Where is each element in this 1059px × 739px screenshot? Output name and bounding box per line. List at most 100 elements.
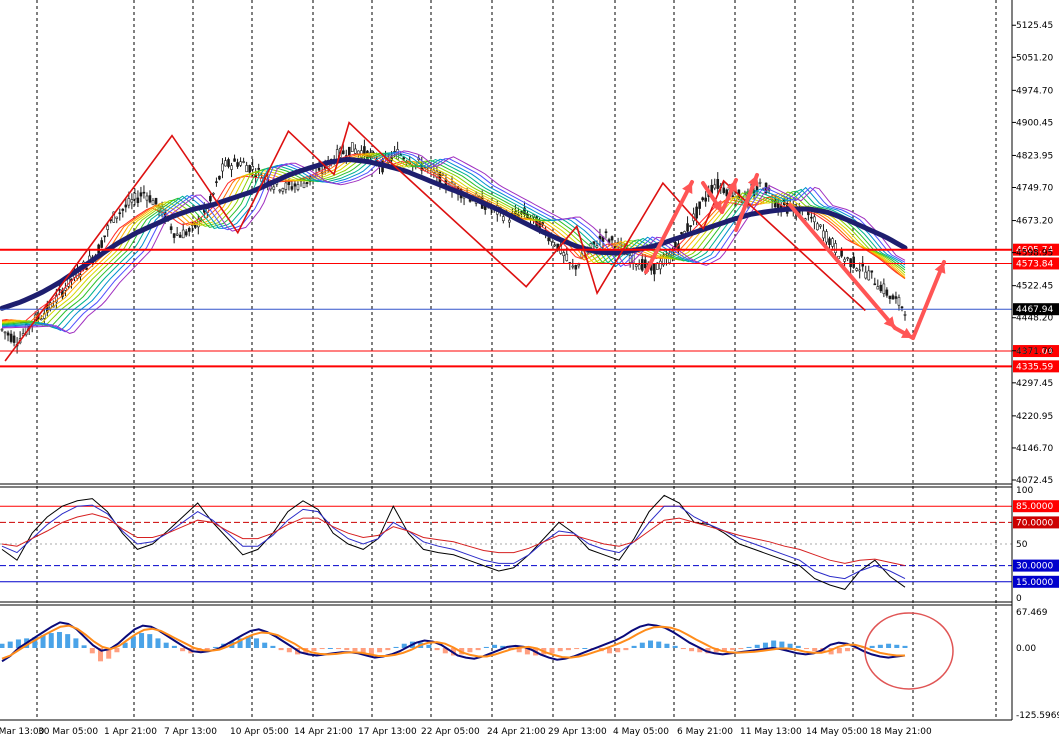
candle-body [659, 260, 662, 270]
candle-body [278, 189, 282, 192]
macd-line [1, 621, 906, 663]
macd-histogram-bar [615, 647, 621, 653]
candle-body [882, 283, 886, 294]
macd-histogram-bar [516, 647, 522, 653]
candle-body [12, 335, 16, 343]
candle-body [553, 244, 556, 247]
candle-body [287, 181, 291, 185]
candle-body [725, 189, 729, 197]
time-tick-label: 14 May 05:00 [806, 727, 868, 737]
time-tick-label: 10 Apr 05:00 [230, 727, 289, 737]
forecast-arrow-shaft [644, 180, 694, 274]
osc-series-line [1, 504, 906, 580]
macd-histogram-bar [845, 647, 851, 652]
oscillator-panel[interactable]: 100 50 0 85.0000 70.0000 30.0000 15.0000 [0, 486, 1059, 604]
forecast-arrow-head [883, 316, 895, 328]
candle-body [637, 264, 641, 270]
price-tick-label: 4220.95 [1016, 412, 1053, 422]
candle-body [562, 252, 566, 257]
macd-histogram-bar [89, 647, 95, 654]
candle-body [115, 216, 119, 219]
price-tick-label: 4749.70 [1016, 184, 1053, 194]
candle-body [885, 289, 889, 296]
macd-histogram-bar [779, 641, 785, 648]
forecast-arrow-head [747, 175, 759, 187]
macd-histogram-bar [262, 642, 268, 648]
candle-body [508, 219, 511, 223]
candle-body [873, 283, 877, 286]
candle-body [502, 216, 505, 222]
macd-histogram-bar [327, 647, 333, 649]
macd-histogram-bar [368, 647, 374, 655]
macd-histogram-bar [0, 643, 5, 648]
macd-histogram-bar [245, 636, 251, 648]
candle-body [251, 166, 254, 170]
candle-body [816, 223, 819, 231]
price-tick-label: 4072.45 [1016, 476, 1053, 486]
candle-body [317, 167, 321, 171]
macd-histogram-bar [606, 647, 612, 654]
candle-body [209, 196, 212, 202]
price-tick-label: 4448.20 [1016, 314, 1053, 324]
macd-histogram-bar [738, 647, 744, 650]
macd-histogram-bar [65, 634, 71, 648]
ribbon-line [1, 150, 906, 334]
macd-histogram-bar [139, 633, 145, 648]
candle-body [118, 212, 122, 215]
candle-body [175, 233, 179, 236]
macd-histogram-bar [500, 645, 506, 648]
candle-body [828, 238, 831, 245]
time-tick-label: 7 Apr 13:00 [164, 727, 217, 737]
macd-histogram-bar [385, 647, 391, 651]
candle-body [876, 286, 880, 290]
candle-body [571, 265, 575, 268]
candle-body [257, 167, 261, 170]
osc-level-tag [1013, 500, 1059, 513]
level-tag [1013, 257, 1059, 270]
macd-histogram-bar [98, 647, 104, 662]
support-resistance-levels[interactable]: 4605.74 4573.84 4371.04 4335.59 4467.94 [0, 243, 1059, 373]
candle-body [825, 231, 828, 243]
macd-histogram-bar [483, 646, 489, 648]
macd-tick-label: 67.469 [1016, 608, 1048, 618]
macd-histogram-bar [147, 634, 153, 648]
macd-panel[interactable]: 67.469 0.00 -125.5969 [0, 608, 1059, 721]
candle-body [3, 331, 7, 334]
candle-body [341, 150, 345, 155]
time-tick-label: 30 Mar 05:00 [38, 727, 98, 737]
macd-histogram-bar [122, 642, 128, 648]
candle-body [145, 195, 149, 201]
time-tick-label: 14 Apr 21:00 [294, 727, 353, 737]
osc-tick-label: 100 [1016, 486, 1033, 496]
price-panel[interactable]: 4605.74 4573.84 4371.04 4335.59 4467.94 [0, 121, 1059, 373]
osc-level-label: 15.0000 [1016, 578, 1053, 588]
candle-body [894, 296, 898, 299]
candle-body [846, 257, 849, 259]
price-tick-label: 4297.45 [1016, 379, 1053, 389]
macd-histogram-bar [377, 647, 383, 653]
candle-body [888, 295, 892, 299]
macd-tick-label: 0.00 [1016, 644, 1036, 654]
candle-body [574, 265, 578, 270]
candle-body [351, 142, 354, 152]
macd-histogram-bar [106, 647, 112, 659]
candle-body [221, 163, 224, 172]
candle-body [239, 161, 242, 166]
time-tick-label: 11 May 13:00 [740, 727, 802, 737]
forecast-arrow-head [726, 180, 738, 192]
candle-body [704, 197, 707, 202]
candle-body [248, 165, 251, 173]
highlight-ellipse [864, 612, 954, 690]
macd-histogram-bar [672, 645, 678, 648]
candle-body [24, 323, 28, 336]
candle-body [187, 228, 191, 232]
candle-body [822, 230, 825, 239]
candle-body [837, 255, 840, 259]
candle-body [293, 183, 297, 187]
candle-body [680, 232, 683, 235]
candle-body [305, 181, 309, 184]
macd-histogram-bar [565, 647, 571, 651]
